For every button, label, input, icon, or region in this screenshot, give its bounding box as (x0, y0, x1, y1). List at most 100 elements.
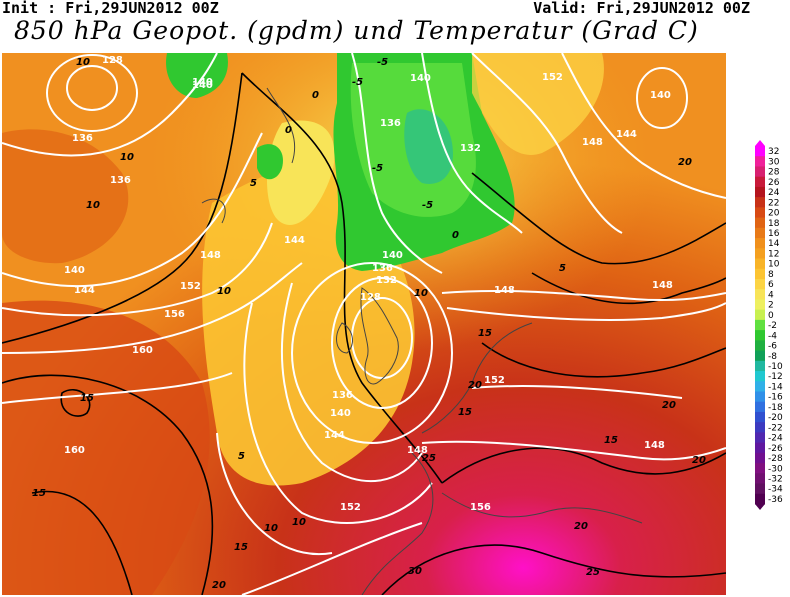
legend-value: -4 (768, 331, 777, 341)
legend-value: -26 (768, 444, 783, 454)
geo-label: 128 (102, 55, 123, 66)
color-legend: 32302826242220181614121086420-2-4-6-8-10… (755, 140, 783, 510)
warm-west-band (2, 300, 210, 595)
geo-label: 140 (192, 77, 213, 88)
geo-label: 156 (470, 502, 491, 513)
legend-swatch (755, 381, 765, 392)
legend-swatch (755, 350, 765, 362)
legend-swatch (755, 289, 765, 300)
legend-swatch (755, 452, 765, 464)
geo-label: 140 (650, 90, 671, 101)
temp-label: 5 (559, 263, 566, 274)
legend-swatch (755, 360, 765, 372)
temp-label: 20 (574, 521, 588, 532)
legend-value: 0 (768, 311, 774, 321)
temp-label: 15 (604, 435, 618, 446)
init-time-label: Init : Fri,29JUN2012 00Z (2, 0, 219, 17)
legend-swatch (755, 258, 765, 270)
legend-value: 22 (768, 198, 779, 208)
legend-value: 4 (768, 290, 774, 300)
geo-label: 148 (407, 445, 428, 456)
temp-label: 10 (414, 288, 428, 299)
legend-swatch (755, 483, 765, 495)
temp-label: 10 (86, 200, 100, 211)
legend-value: -8 (768, 352, 777, 362)
geo-label: 152 (484, 375, 505, 386)
geo-label: 148 (644, 440, 665, 451)
chart-title: 850 hPa Geopot. (gpdm) und Temperatur (G… (14, 16, 699, 45)
temp-label: 25 (586, 567, 600, 578)
legend-swatch (755, 146, 765, 157)
temp-label: -5 (377, 57, 388, 68)
geo-label: 152 (180, 281, 201, 292)
legend-value: 14 (768, 239, 780, 249)
geo-label: 148 (200, 250, 221, 261)
legend-swatch (755, 227, 765, 239)
legend-value: 18 (768, 219, 780, 229)
valid-time-label: Valid: Fri,29JUN2012 00Z (533, 0, 750, 17)
geo-label: 144 (324, 430, 345, 441)
legend-swatch (755, 299, 765, 311)
legend-swatch (755, 156, 765, 167)
temp-label: 15 (478, 328, 492, 339)
legend-swatch (755, 217, 765, 229)
temp-label: 20 (662, 400, 676, 411)
geo-label: 152 (542, 72, 563, 83)
legend-swatch (755, 309, 765, 321)
temp-label: 10 (264, 523, 278, 534)
legend-arrow-top (755, 140, 765, 146)
geo-label: 128 (360, 292, 381, 303)
legend-value: -32 (768, 474, 783, 484)
legend-value: -30 (768, 464, 783, 474)
legend-swatch (755, 422, 765, 433)
geo-label: 148 (494, 285, 515, 296)
geo-label: 144 (616, 129, 637, 140)
legend-swatch (755, 248, 765, 260)
geo-label: 136 (372, 263, 393, 274)
temp-label: 15 (234, 542, 248, 553)
geo-label: 152 (340, 502, 361, 513)
legend-value: 16 (768, 229, 780, 239)
temperature-labels: 10 10 10 5 0 -5 -5 -5 0 5 10 15 20 15 10… (32, 57, 706, 591)
temp-label: -5 (352, 77, 363, 88)
temp-label: 20 (678, 157, 692, 168)
legend-value: -34 (768, 485, 783, 495)
legend-value: 28 (768, 168, 780, 178)
legend-value: 8 (768, 270, 774, 280)
legend-swatch (755, 197, 765, 208)
legend-swatch (755, 238, 765, 249)
temp-label: 0 (285, 125, 292, 136)
geo-label: 136 (72, 133, 93, 144)
geo-label: 140 (192, 80, 213, 91)
temp-label: 0 (452, 230, 459, 241)
temp-label: 0 (312, 90, 319, 101)
temp-label: -5 (422, 200, 433, 211)
geo-label: 140 (64, 265, 85, 276)
legend-swatch (755, 278, 765, 290)
temp-label: 20 (692, 455, 706, 466)
geo-label: 132 (460, 143, 481, 154)
legend-value: 24 (768, 188, 780, 198)
temp-label: 30 (408, 566, 422, 577)
legend-swatch (755, 330, 765, 341)
legend-value: -2 (768, 321, 777, 331)
geo-label: 148 (652, 280, 673, 291)
legend-value: 6 (768, 280, 774, 290)
legend-swatch (755, 319, 765, 331)
temp-label: 20 (212, 580, 226, 591)
geo-label: 136 (110, 175, 131, 186)
weather-map: 128 140 136 140 136 148 144 152 156 160 … (2, 53, 726, 595)
legend-swatch (755, 186, 765, 198)
geo-label: 136 (380, 118, 401, 129)
temp-label: 20 (468, 380, 482, 391)
geo-label: 156 (164, 309, 185, 320)
legend-swatch (755, 432, 765, 444)
geopotential-labels: 128 140 136 140 136 148 144 152 156 160 … (64, 55, 673, 513)
legend-swatch (755, 176, 765, 188)
legend-value: 20 (768, 209, 780, 219)
geo-label: 148 (582, 137, 603, 148)
coastlines (201, 87, 643, 595)
legend-swatch (755, 391, 765, 403)
temp-label: 5 (238, 451, 245, 462)
legend-value: -16 (768, 393, 783, 403)
